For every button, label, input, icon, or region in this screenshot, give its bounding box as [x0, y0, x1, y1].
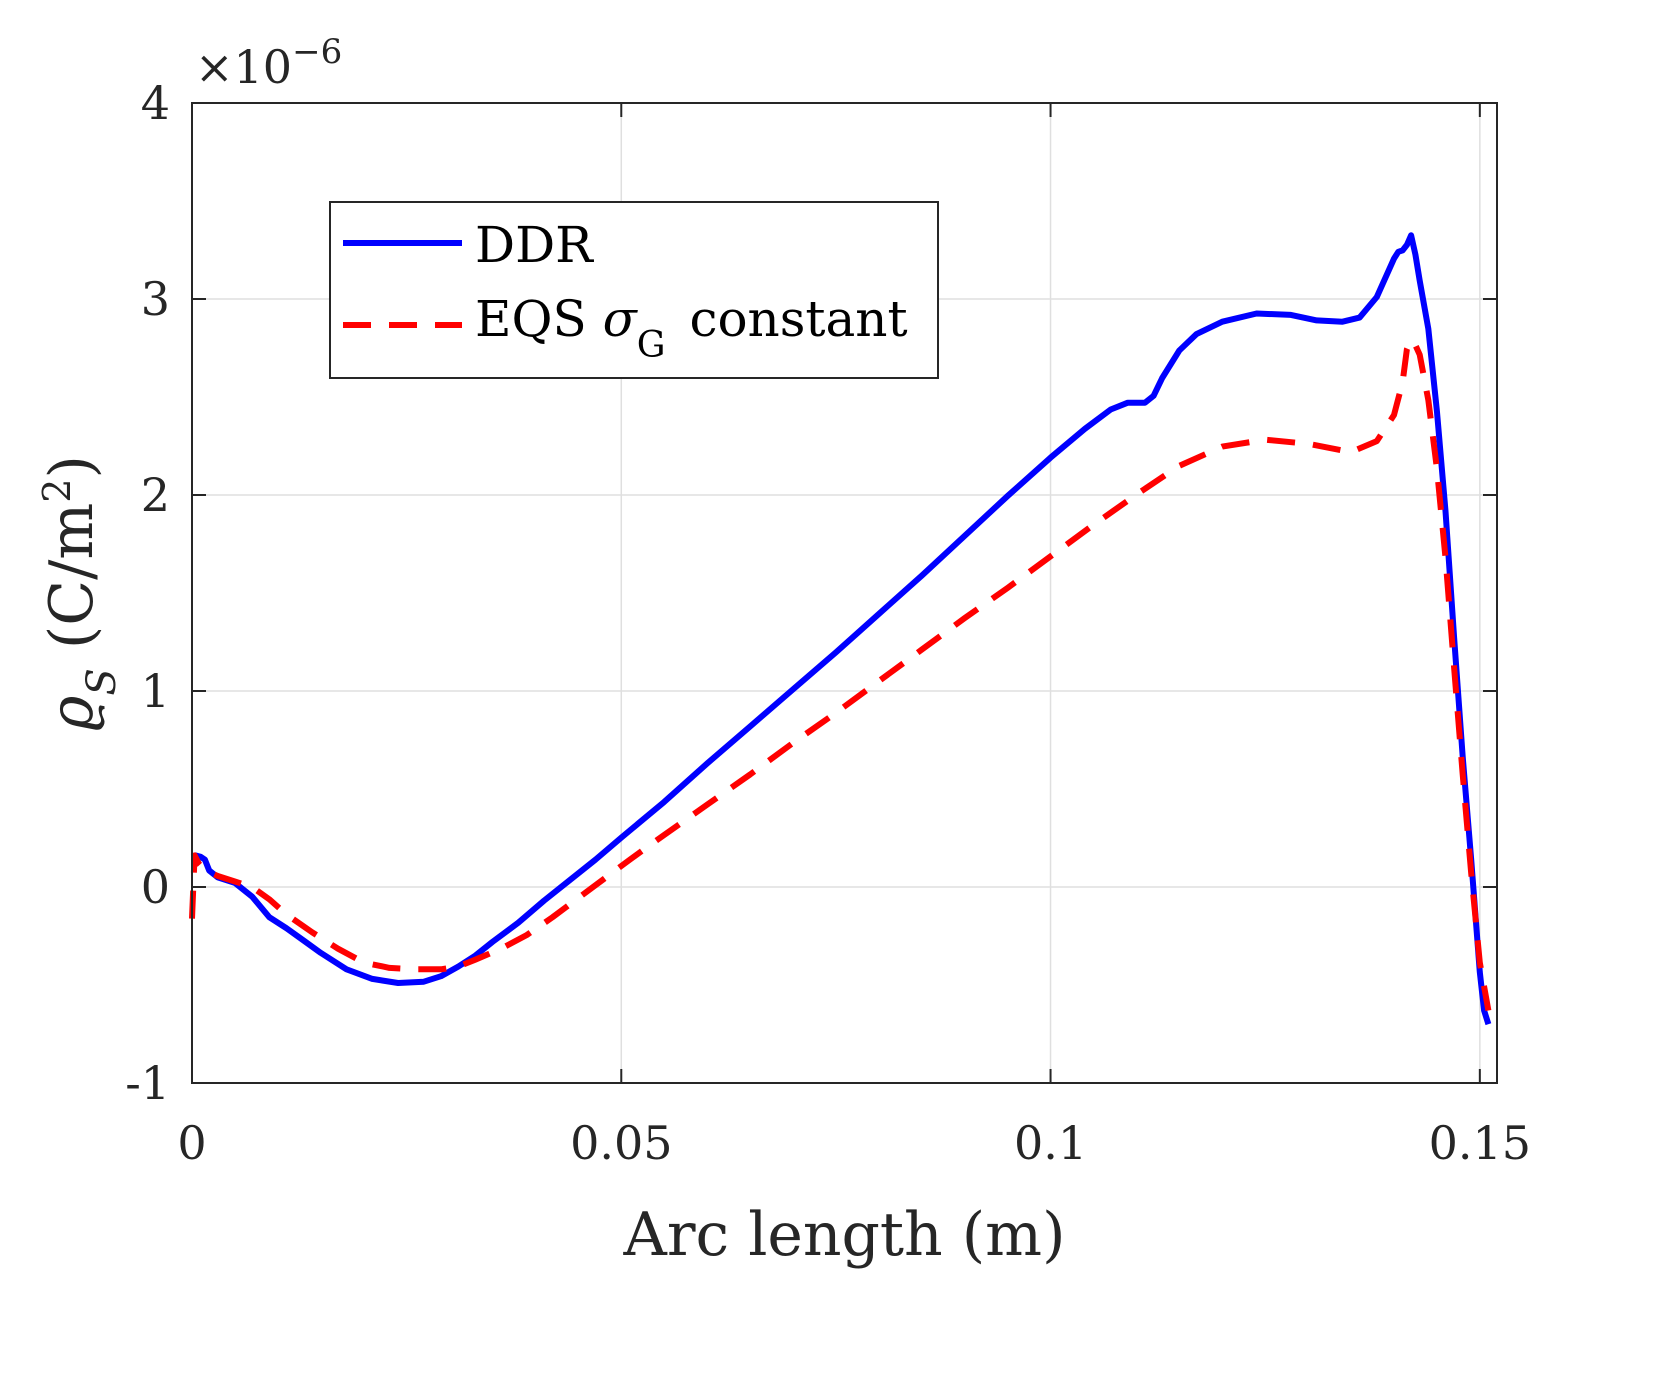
series-line-ddr — [190, 232, 1492, 1026]
y-tick-label: 4 — [141, 76, 170, 130]
plot-series — [189, 232, 1492, 1026]
y-tick-label: 2 — [141, 468, 170, 522]
legend-box — [329, 201, 939, 379]
y-tick-label: -1 — [125, 1056, 170, 1110]
x-tick-label: 0.15 — [1429, 1116, 1531, 1170]
legend-label-ddr: DDR — [475, 216, 594, 274]
y-exponent-prefix: ×10 — [195, 40, 292, 94]
y-axis-exponent: ×10−6 — [195, 32, 342, 94]
x-tick-label: 0 — [177, 1116, 206, 1170]
x-axis-label: Arc length (m) — [623, 1200, 1066, 1270]
y-label-units: (C/m — [37, 503, 107, 669]
y-label-symbol: ϱ — [37, 696, 107, 731]
y-axis-label: ϱS (C/m2) — [35, 455, 125, 731]
y-exponent-power: −6 — [292, 32, 342, 72]
axis-ticks — [191, 102, 1497, 1084]
legend-label-eqs: EQS σG constant — [475, 290, 908, 366]
x-tick-label: 0.05 — [570, 1116, 672, 1170]
series-line-eqs — [189, 336, 1492, 1012]
y-tick-label: 1 — [141, 664, 170, 718]
axes-box — [191, 102, 1498, 1084]
y-label-subscript: S — [79, 668, 125, 695]
x-tick-label: 0.1 — [1014, 1116, 1087, 1170]
y-tick-label: 0 — [141, 860, 170, 914]
y-label-units-exp: 2 — [35, 479, 79, 503]
y-label-units-close: ) — [37, 455, 107, 478]
y-tick-label: 3 — [141, 272, 170, 326]
legend: DDR EQS σG constant — [329, 201, 939, 379]
